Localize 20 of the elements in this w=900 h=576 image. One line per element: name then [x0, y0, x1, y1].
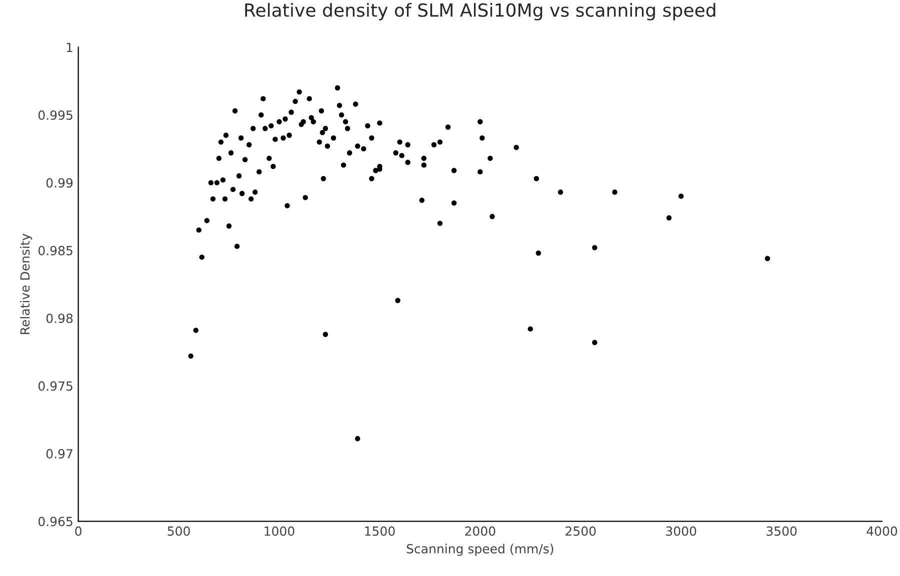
x-axis-title: Scanning speed (mm/s) [406, 544, 554, 556]
x-tick-label: 0 [75, 526, 82, 536]
y-tick-label: 0.99 [46, 178, 73, 188]
x-tick-label: 1000 [264, 526, 294, 536]
x-tick-label: 2500 [566, 526, 596, 536]
x-tick-label: 2000 [465, 526, 496, 536]
x-tick-label: 1500 [365, 526, 395, 536]
x-tick-label: 500 [168, 526, 190, 536]
y-tick-label: 0.97 [46, 449, 72, 458]
y-tick-label: 1 [66, 42, 72, 52]
y-tick-label: 0.985 [38, 246, 72, 256]
y-tick-label: 0.98 [46, 314, 73, 324]
x-tick-label: 3000 [666, 526, 696, 536]
y-tick-label: 0.975 [38, 381, 72, 391]
y-tick-label: 0.995 [38, 110, 72, 120]
y-tick-label: 0.965 [38, 516, 72, 526]
y-axis-title: Relative Density [20, 234, 32, 334]
x-tick-label: 3500 [766, 526, 797, 536]
chart-title: Relative density of SLM AlSi10Mg vs scanning speed [245, 2, 716, 20]
x-tick-label: 4000 [866, 526, 898, 536]
